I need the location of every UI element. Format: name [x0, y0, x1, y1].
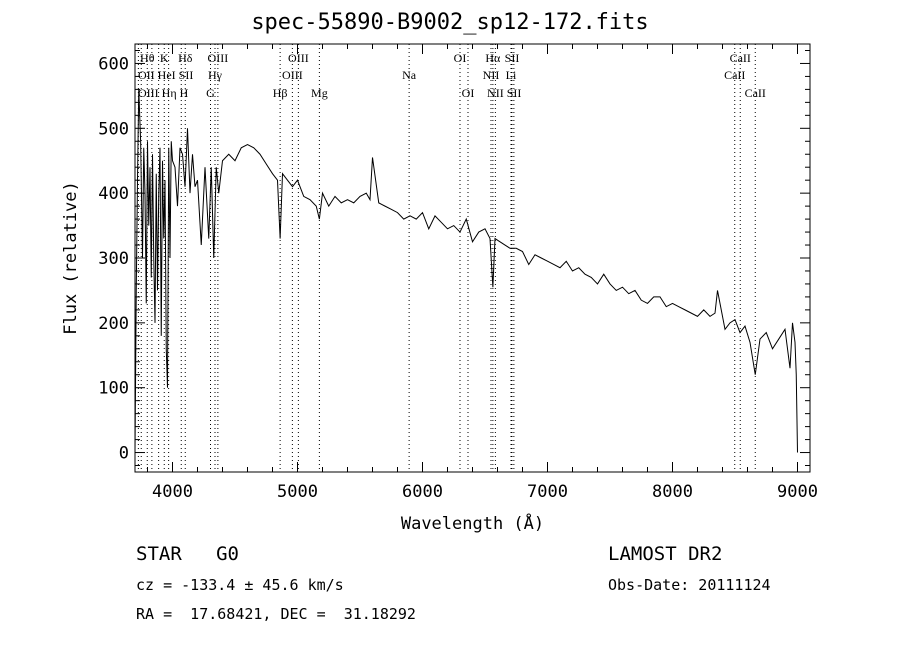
y-tick-label: 300 [98, 249, 129, 269]
line-label: Na [402, 68, 417, 82]
line-label: Li [506, 68, 517, 82]
y-tick-label: 200 [98, 314, 129, 334]
line-label: OI [454, 51, 467, 65]
x-axis-label: Wavelength (Å) [401, 512, 544, 534]
line-label: SII [507, 86, 522, 100]
line-label: OIII [282, 68, 303, 82]
y-tick-label: 400 [98, 184, 129, 204]
y-tick-label: 0 [119, 444, 129, 464]
line-label: OI [462, 86, 475, 100]
line-label: OIII [208, 51, 229, 65]
line-label: Hθ [140, 51, 155, 65]
line-label: CaII [724, 68, 745, 82]
line-label: SII [179, 68, 194, 82]
line-label: Hβ [273, 86, 288, 100]
object-class: STAR G0 [136, 543, 239, 565]
chart-title: spec-55890-B9002_sp12-172.fits [251, 10, 649, 35]
line-label: Hγ [208, 68, 223, 82]
line-label: OIII [288, 51, 309, 65]
line-label: CaII [730, 51, 751, 65]
spectrum-line [134, 89, 798, 453]
y-tick-label: 600 [98, 54, 129, 74]
coordinates: RA = 17.68421, DEC = 31.18292 [136, 605, 416, 623]
line-label: H [180, 86, 189, 100]
y-axis-label: Flux (relative) [61, 181, 81, 335]
redshift-text: cz = -133.4 ± 45.6 km/s [136, 576, 344, 594]
line-label: Hη [162, 86, 177, 100]
line-label: CaII [745, 86, 766, 100]
x-tick-label: 4000 [152, 482, 193, 502]
line-label: HeI [158, 68, 176, 82]
line-label: Hδ [178, 51, 193, 65]
line-label: NII [483, 68, 500, 82]
line-label: K [160, 51, 169, 65]
y-tick-label: 100 [98, 379, 129, 399]
line-label: OII [138, 68, 155, 82]
line-label: Mg [311, 86, 328, 100]
obs-date: Obs-Date: 20111124 [608, 576, 771, 594]
x-tick-label: 9000 [777, 482, 818, 502]
line-label: NII [487, 86, 504, 100]
survey-label: LAMOST DR2 [608, 543, 723, 565]
y-tick-label: 500 [98, 119, 129, 139]
x-tick-label: 8000 [652, 482, 693, 502]
line-label: SII [505, 51, 520, 65]
x-tick-label: 6000 [402, 482, 443, 502]
line-label: OIII [138, 86, 159, 100]
x-tick-label: 5000 [277, 482, 318, 502]
plot-frame [134, 43, 811, 473]
line-label: G [206, 86, 215, 100]
x-tick-label: 7000 [527, 482, 568, 502]
line-label: Hα [485, 51, 501, 65]
